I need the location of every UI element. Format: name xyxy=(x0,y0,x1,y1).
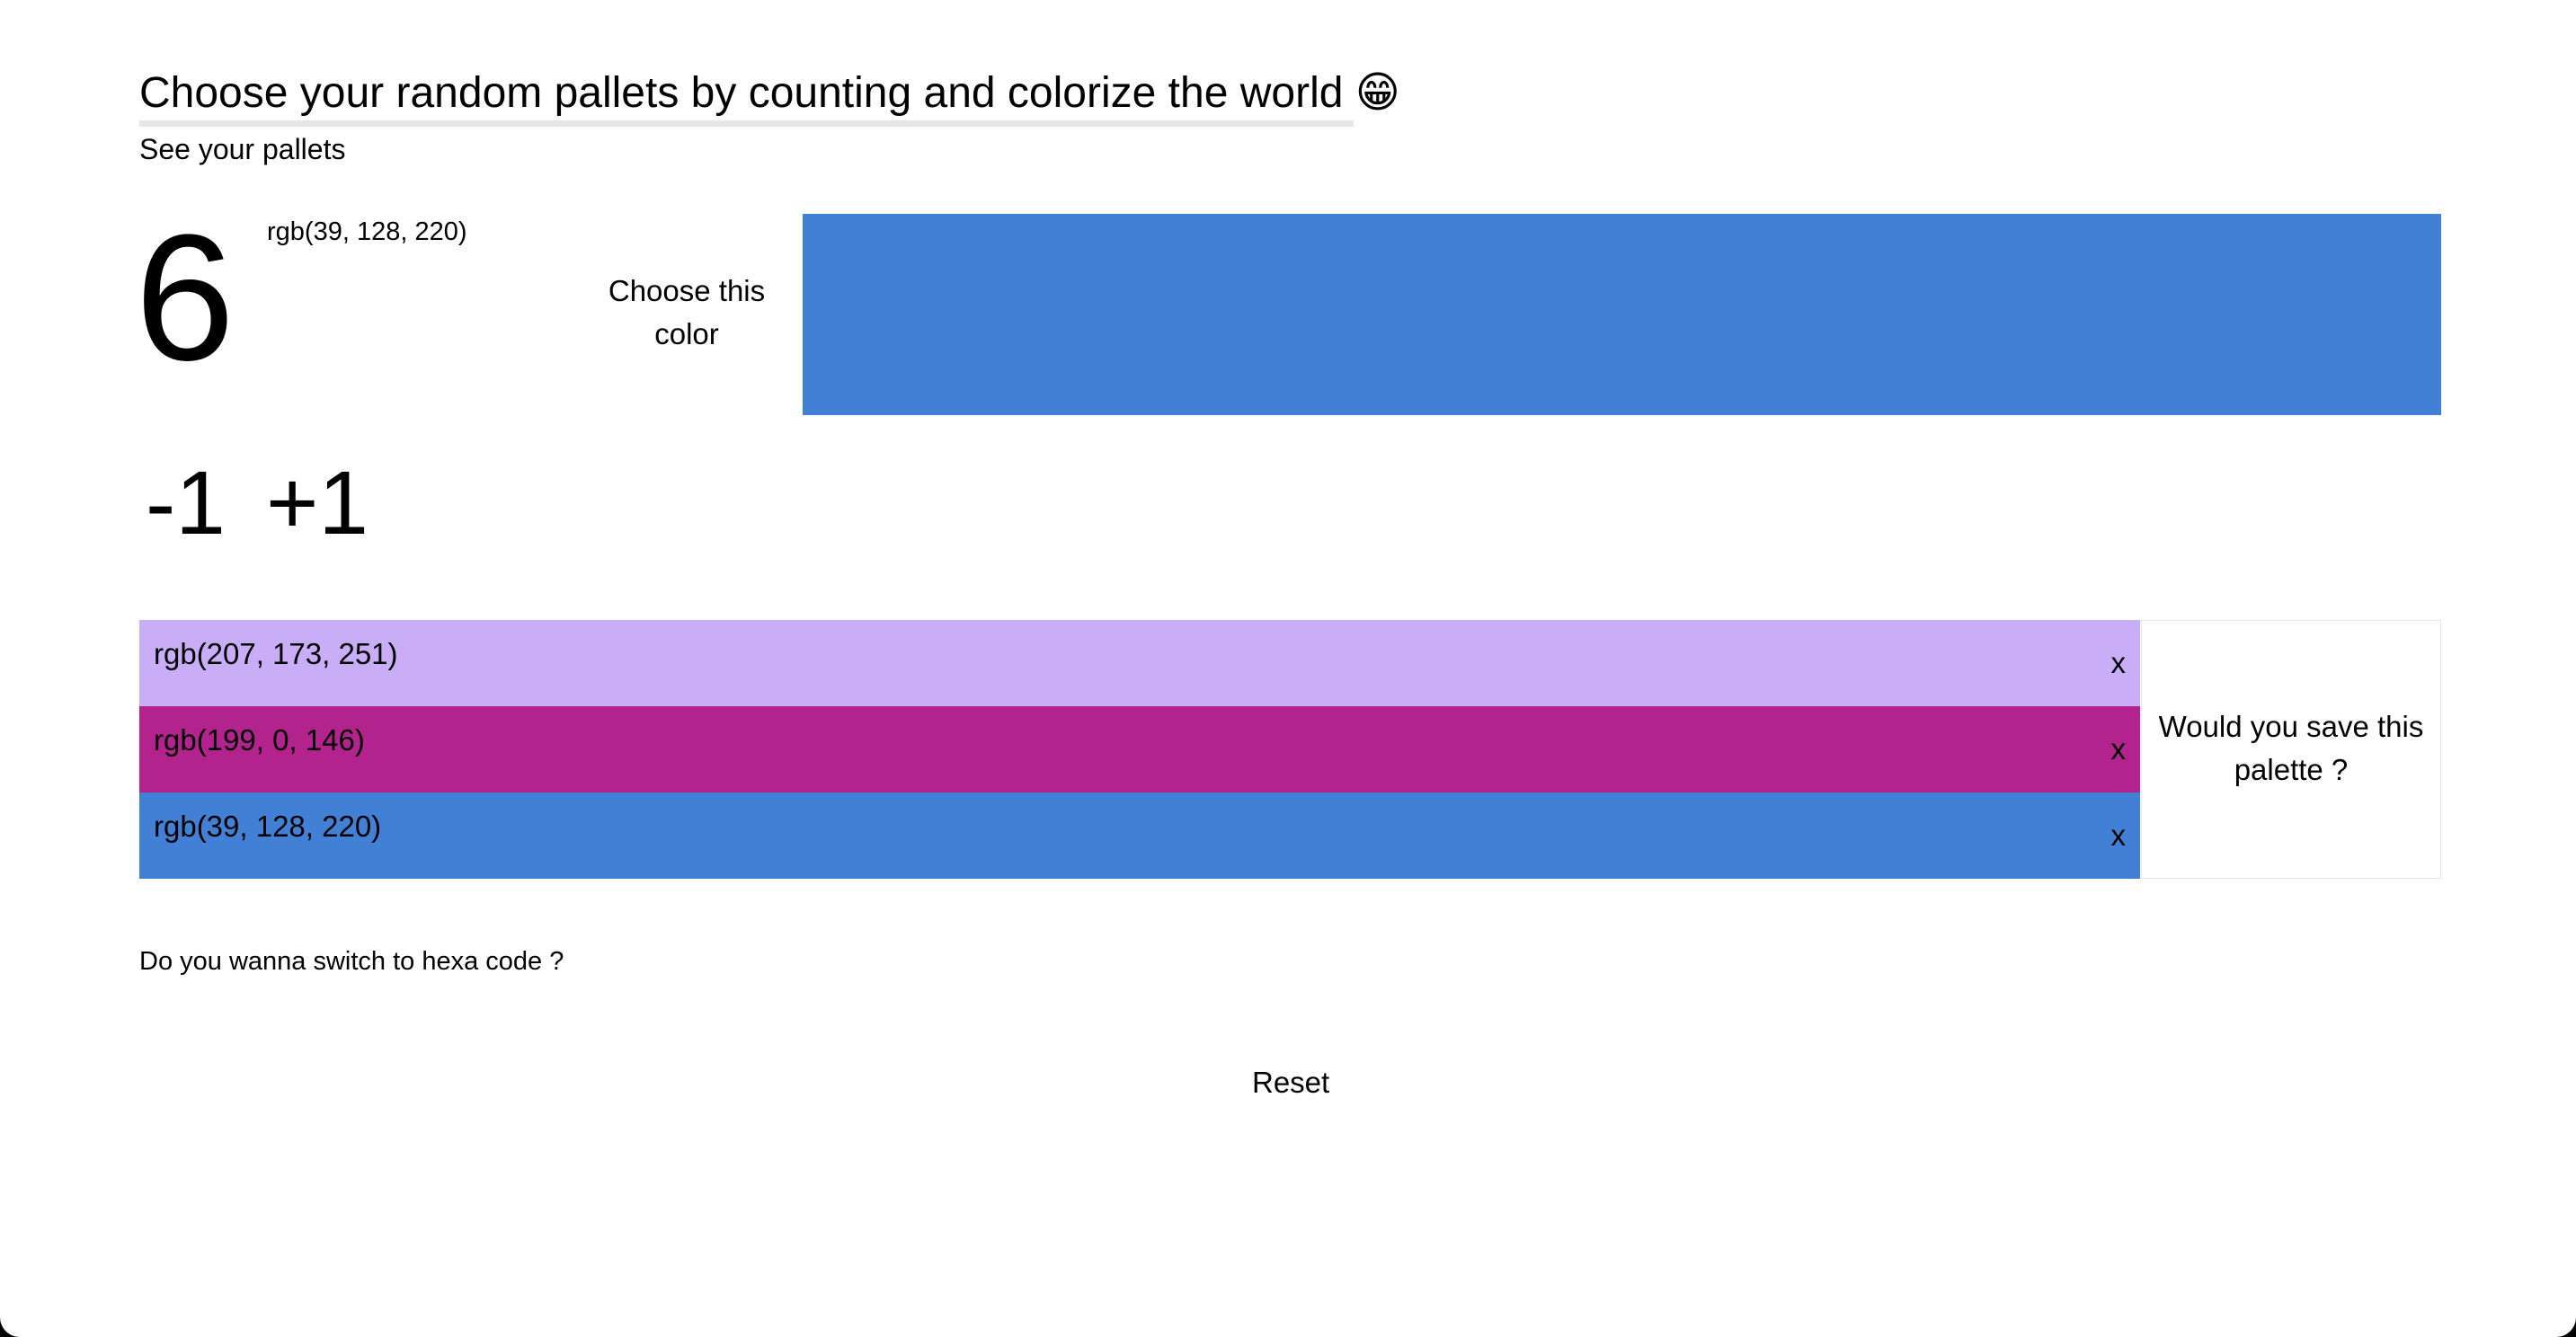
palette-row: rgb(39, 128, 220) x xyxy=(139,792,2140,879)
palette-row: rgb(199, 0, 146) x xyxy=(139,706,2140,792)
increment-button[interactable]: +1 xyxy=(266,453,369,553)
save-palette-button[interactable]: Would you save this palette ? xyxy=(2141,620,2441,879)
decrement-button[interactable]: -1 xyxy=(146,453,226,553)
remove-color-button[interactable]: x xyxy=(2110,646,2127,679)
palette-color-label: rgb(39, 128, 220) xyxy=(154,810,382,843)
remove-color-button[interactable]: x xyxy=(2110,732,2127,766)
current-color-label: rgb(39, 128, 220) xyxy=(267,217,467,246)
save-palette-label: Would you save this palette ? xyxy=(2158,710,2424,786)
reset-button[interactable]: Reset xyxy=(1252,1066,1330,1099)
palette-color-label: rgb(199, 0, 146) xyxy=(154,723,365,757)
see-pallets-link[interactable]: See your pallets xyxy=(139,133,346,165)
switch-hexa-toggle[interactable]: Do you wanna switch to hexa code ? xyxy=(139,947,564,976)
palette-list: rgb(207, 173, 251) x rgb(199, 0, 146) x … xyxy=(139,620,2140,879)
page-title: Choose your random pallets by counting a… xyxy=(139,69,1400,117)
choose-color-button[interactable]: Choose this color xyxy=(608,274,766,350)
remove-color-button[interactable]: x xyxy=(2110,819,2127,852)
palette-color-label: rgb(207, 173, 251) xyxy=(154,637,398,670)
title-underline xyxy=(139,120,1354,127)
color-swatch[interactable] xyxy=(803,214,2441,415)
counter-value: 6 xyxy=(135,198,235,398)
palette-row: rgb(207, 173, 251) x xyxy=(139,620,2140,706)
